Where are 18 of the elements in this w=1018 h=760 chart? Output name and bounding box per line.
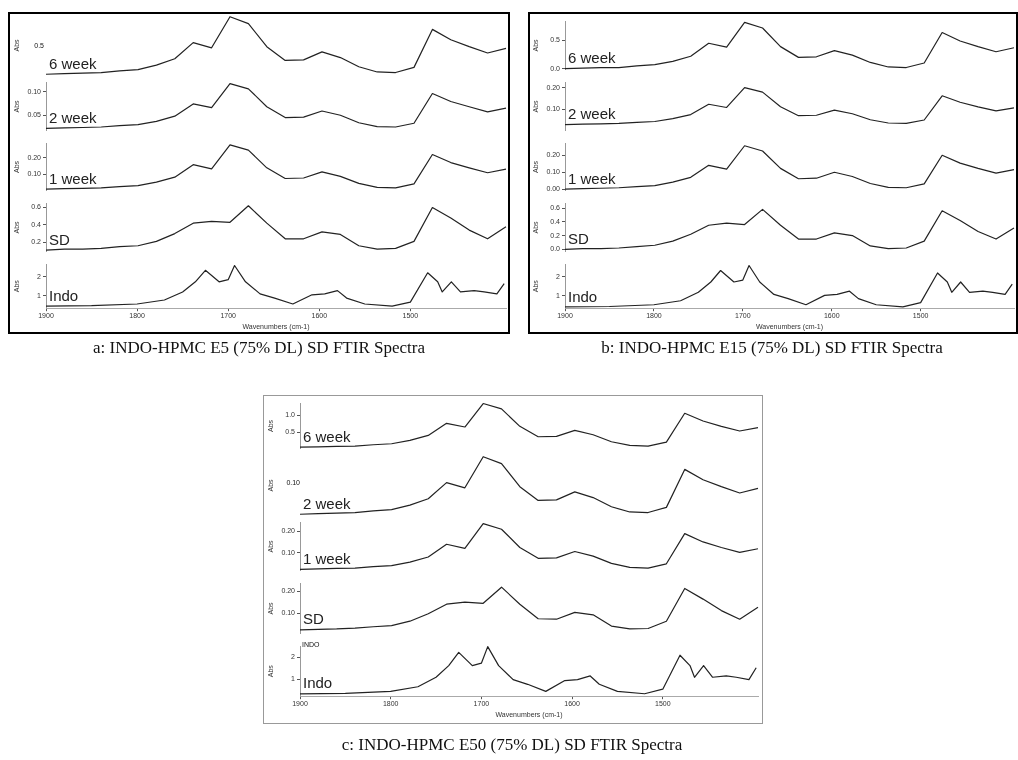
series-label: 1 week bbox=[303, 549, 352, 567]
series-label: SD bbox=[568, 230, 589, 248]
series-label: Indo bbox=[303, 674, 333, 692]
series-label: 6 week bbox=[303, 427, 352, 445]
series-label: 1 week bbox=[49, 169, 98, 187]
series-label: 2 week bbox=[568, 105, 617, 123]
series-label: Indo bbox=[49, 286, 79, 304]
series-label: 1 week bbox=[568, 169, 617, 187]
series-label: 6 week bbox=[568, 49, 617, 67]
series-label: SD bbox=[303, 610, 324, 628]
series-label: 2 week bbox=[49, 109, 98, 127]
text: c: INDO-HPMC E50 (75% DL) SD FTIR Spectra bbox=[341, 735, 683, 755]
text: a: INDO-HPMC E5 (75% DL) SD FTIR Spectra bbox=[93, 338, 425, 358]
series-label: 2 week bbox=[303, 494, 352, 512]
series-label: Indo bbox=[568, 287, 598, 305]
text: b: INDO-HPMC E15 (75% DL) SD FTIR Spectra bbox=[601, 338, 943, 358]
series-label: SD bbox=[49, 230, 70, 248]
series-label: 6 week bbox=[49, 54, 98, 72]
